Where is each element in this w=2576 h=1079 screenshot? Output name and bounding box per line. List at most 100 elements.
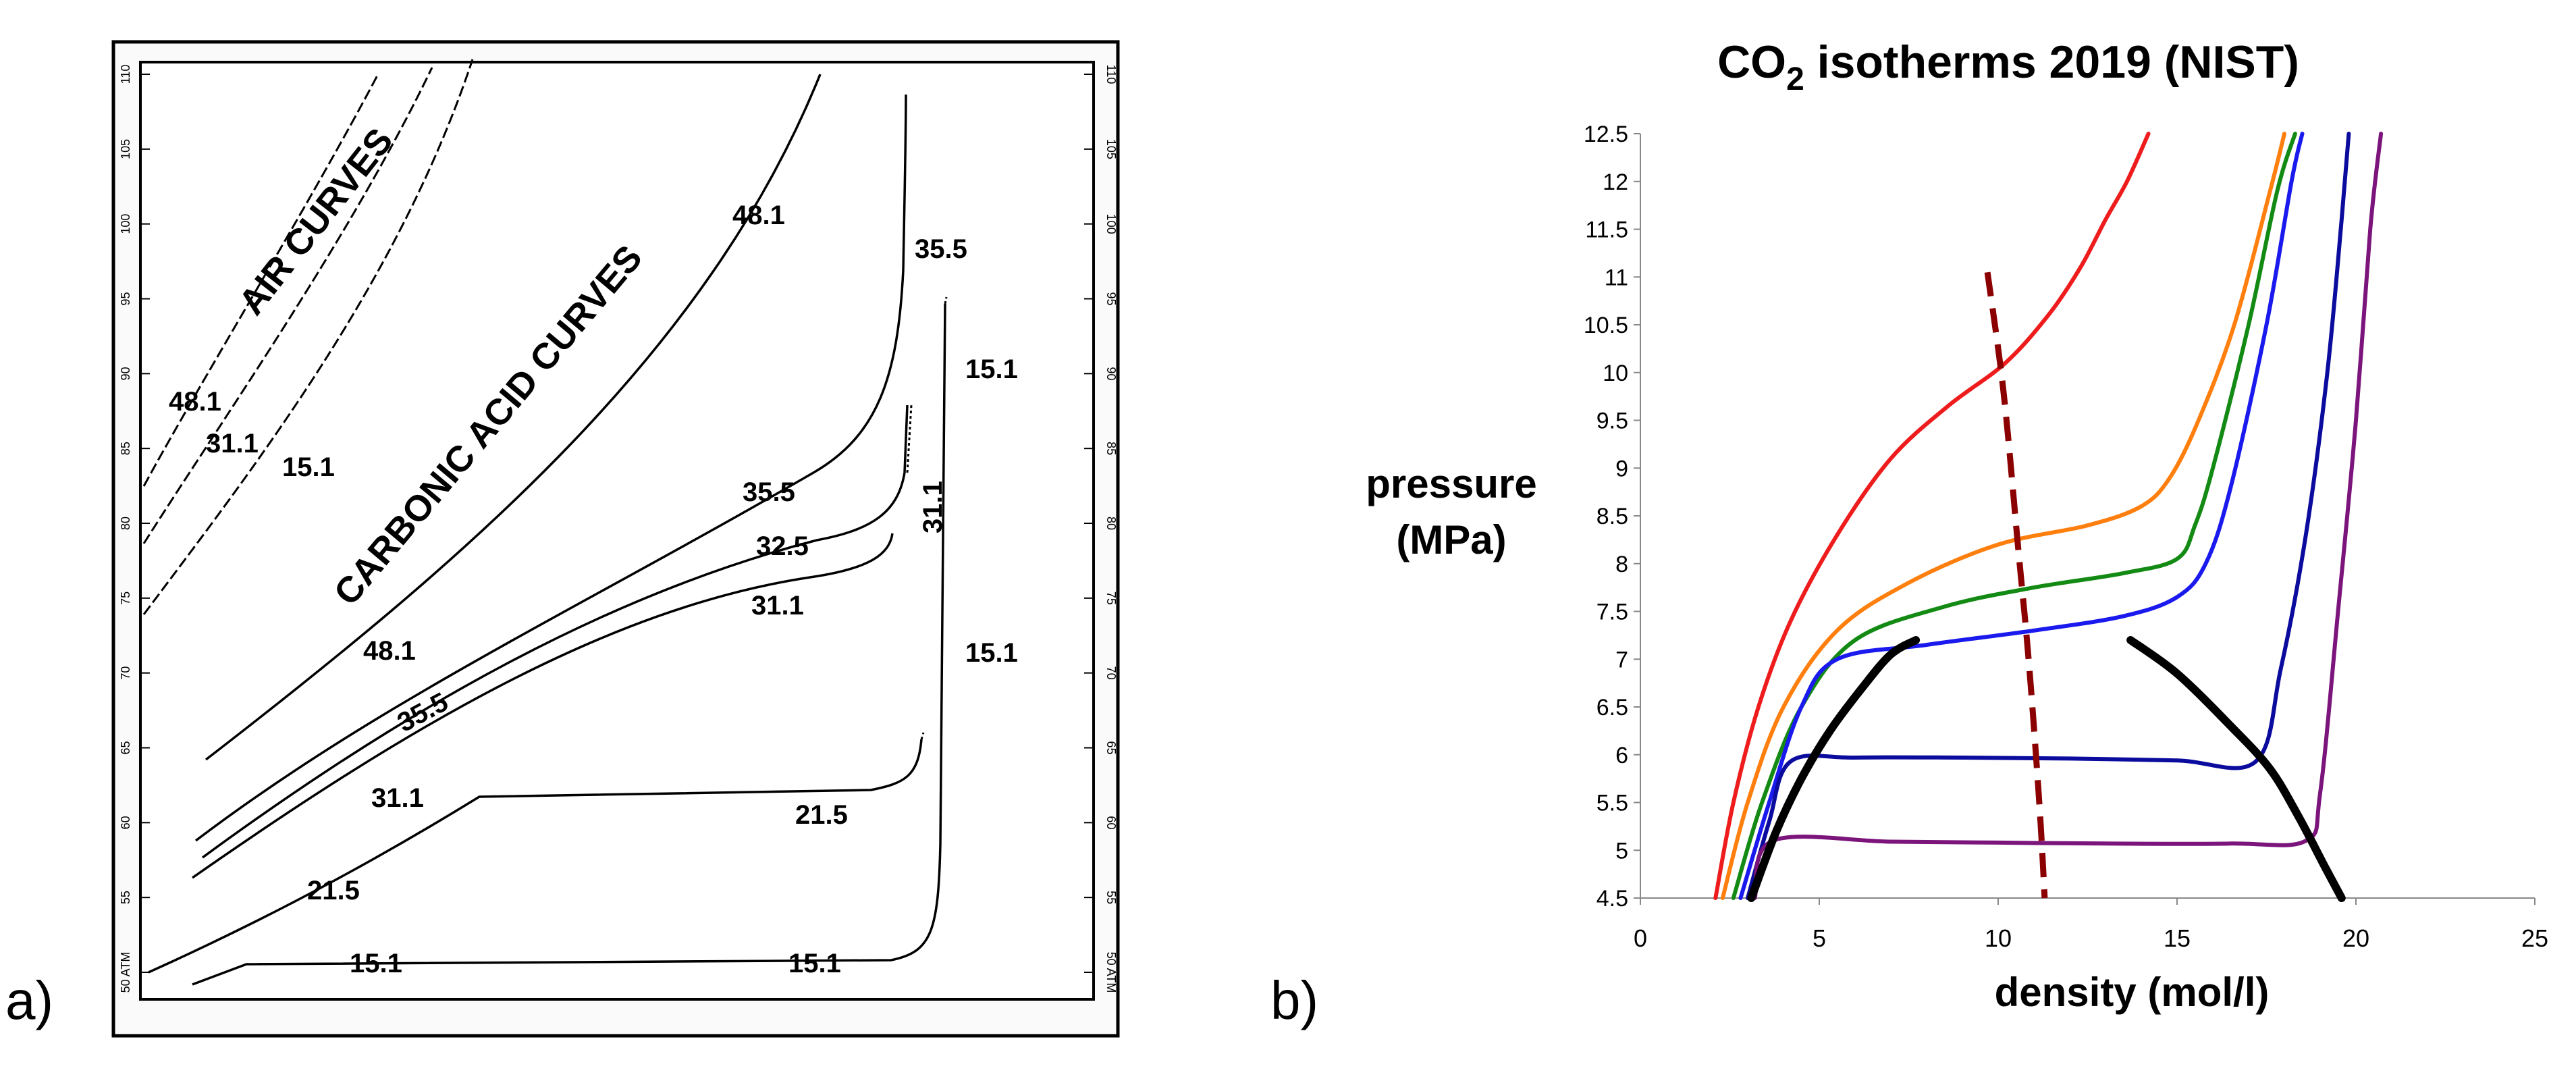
co2-label-21-5-left: 21.5 bbox=[307, 876, 360, 905]
co2-curve-15-1-dotted bbox=[944, 296, 948, 305]
co2-curve-31-1 bbox=[191, 533, 894, 879]
co2-label-35-5-top: 35.5 bbox=[915, 234, 967, 264]
chart-series bbox=[1713, 132, 2384, 902]
right-scale-tick-label: 105 bbox=[1104, 139, 1118, 159]
left-scale-tick-label: 90 bbox=[119, 367, 132, 380]
co2-label-48-1-lower: 48.1 bbox=[363, 636, 416, 666]
co2-label-21-5-right: 21.5 bbox=[795, 800, 848, 830]
left-scale-tick-label: 75 bbox=[119, 591, 132, 605]
co2-curve-15-1 bbox=[192, 303, 946, 986]
left-scale-tick-label: 100 bbox=[119, 214, 132, 234]
panel-a-inner-frame bbox=[139, 61, 1095, 1001]
co2-curve-32-5 bbox=[201, 404, 909, 859]
co2-label-15-1-right-top: 15.1 bbox=[965, 354, 1018, 384]
left-scale-tick-label: 80 bbox=[119, 517, 132, 530]
series-line-coexistence-liquid-branch bbox=[2126, 636, 2346, 902]
co2-label-31-1-vertical: 31.1 bbox=[918, 481, 948, 533]
left-scale-tick-label: 110 bbox=[119, 65, 132, 84]
series-line-critical-density-line bbox=[1984, 271, 2048, 899]
series-line-blue-isotherm bbox=[1738, 132, 2305, 900]
right-scale-tick-label: 55 bbox=[1104, 891, 1118, 904]
y-axis-ticks: 4.5 5 5.5 6 6.5 7 7.5 8 8.5 9 9.5 10 10.5 11 11.5 12 12.… bbox=[1584, 122, 1640, 912]
co2-label-15-1-bottom-right: 15.1 bbox=[788, 949, 841, 978]
series-line-green-isotherm bbox=[1731, 132, 2297, 900]
y-tick-label: 9.5 bbox=[1596, 409, 1628, 434]
y-tick-label: 12.5 bbox=[1584, 122, 1628, 147]
panel-b-nist-chart: CO2 isotherms 2019 (NIST) 0 5 10 15 20 25 4.5… bbox=[1366, 36, 2548, 1015]
left-scale-tick-label: 105 bbox=[119, 139, 132, 159]
series-line-purple-isotherm bbox=[1752, 132, 2384, 900]
y-tick-label: 10.5 bbox=[1584, 313, 1628, 338]
y-tick-label: 7.5 bbox=[1596, 600, 1628, 625]
y-tick-label: 10 bbox=[1603, 361, 1628, 386]
panel-a-historical-plot: 110 105 100 95 90 85 80 75 70 65 60 55 50 ATM 110 105… bbox=[111, 40, 1120, 1038]
right-scale-tick-label: 90 bbox=[1104, 367, 1118, 380]
panel-b-label: b) bbox=[1270, 970, 1319, 1030]
series-line-red-isotherm bbox=[1713, 132, 2151, 900]
y-tick-label: 11 bbox=[1605, 265, 1628, 290]
co2-label-31-1-mid: 31.1 bbox=[751, 591, 804, 621]
y-tick-label: 8 bbox=[1615, 552, 1628, 577]
air-curve-48-1 bbox=[142, 74, 379, 487]
left-scale-tick-label: 65 bbox=[119, 741, 132, 754]
air-curve-15-1 bbox=[142, 59, 474, 615]
co2-label-32-5: 32.5 bbox=[756, 531, 809, 561]
right-scale-tick-label: 100 bbox=[1104, 214, 1118, 234]
air-label-31-1: 31.1 bbox=[206, 429, 259, 458]
panel-a-right-scale: 110 105 100 95 90 85 80 75 70 65 60 55 50 ATM bbox=[1084, 65, 1118, 993]
right-scale-tick-label: 110 bbox=[1104, 65, 1118, 84]
y-tick-label: 8.5 bbox=[1596, 504, 1628, 529]
y-axis-label-line1: pressure bbox=[1366, 461, 1536, 506]
air-label-48-1: 48.1 bbox=[169, 387, 221, 417]
x-tick-label: 10 bbox=[1985, 924, 2012, 952]
left-scale-tick-label: 50 ATM bbox=[119, 952, 132, 993]
left-scale-tick-label: 95 bbox=[119, 292, 132, 305]
co2-curve-21-5-dotted bbox=[920, 732, 925, 740]
y-tick-label: 11.5 bbox=[1585, 217, 1628, 243]
co2-label-48-1-upper: 48.1 bbox=[732, 201, 785, 230]
left-scale-tick-label: 55 bbox=[119, 891, 132, 904]
co2-label-31-1-low: 31.1 bbox=[371, 783, 424, 813]
co2-label-15-1-right-mid: 15.1 bbox=[965, 638, 1018, 668]
right-scale-tick-label: 70 bbox=[1104, 666, 1118, 680]
chart-title: CO2 isotherms 2019 (NIST) bbox=[1717, 36, 2299, 97]
right-scale-tick-label: 65 bbox=[1104, 741, 1118, 754]
y-axis-label-line2: (MPa) bbox=[1396, 517, 1506, 562]
panel-a-left-scale: 110 105 100 95 90 85 80 75 70 65 60 55 50 ATM bbox=[119, 65, 150, 993]
y-tick-label: 6.5 bbox=[1596, 695, 1628, 720]
x-tick-label: 5 bbox=[1813, 924, 1826, 952]
y-tick-label: 6 bbox=[1615, 743, 1628, 768]
x-tick-label: 15 bbox=[2164, 924, 2191, 952]
y-tick-label: 7 bbox=[1615, 647, 1628, 673]
co2-label-35-5-mid: 35.5 bbox=[743, 477, 795, 507]
right-scale-tick-label: 85 bbox=[1104, 442, 1118, 455]
panel-a-label: a) bbox=[5, 970, 54, 1030]
chart-title-subscript: 2 bbox=[1786, 61, 1804, 97]
y-tick-label: 9 bbox=[1615, 456, 1628, 481]
left-scale-tick-label: 60 bbox=[119, 816, 132, 829]
air-label-15-1: 15.1 bbox=[282, 452, 335, 482]
co2-curve-35-5 bbox=[194, 94, 907, 842]
chart-title-main: CO bbox=[1717, 36, 1786, 88]
co2-curve-48-1 bbox=[205, 74, 822, 761]
x-axis-label: density (mol/l) bbox=[1995, 970, 2270, 1015]
y-tick-label: 5.5 bbox=[1596, 791, 1628, 816]
left-scale-tick-label: 70 bbox=[119, 666, 132, 680]
x-tick-label: 20 bbox=[2342, 924, 2369, 952]
x-tick-label: 25 bbox=[2521, 924, 2548, 952]
co2-curve-21-5 bbox=[148, 739, 923, 974]
right-scale-tick-label: 75 bbox=[1104, 591, 1118, 605]
air-curve-31-1 bbox=[142, 67, 433, 544]
right-scale-tick-label: 80 bbox=[1104, 517, 1118, 530]
series-line-navy-isotherm bbox=[1746, 132, 2351, 900]
chart-title-rest: isotherms 2019 (NIST) bbox=[1804, 36, 2299, 88]
right-scale-tick-label: 95 bbox=[1104, 292, 1118, 305]
right-scale-tick-label: 50 ATM bbox=[1104, 952, 1118, 993]
series-line-orange-isotherm bbox=[1720, 132, 2286, 900]
y-tick-label: 4.5 bbox=[1596, 886, 1628, 912]
right-scale-tick-label: 60 bbox=[1104, 816, 1118, 829]
co2-curve-31-1-dotted bbox=[906, 404, 913, 473]
left-scale-tick-label: 85 bbox=[119, 442, 132, 455]
y-tick-label: 12 bbox=[1603, 169, 1628, 195]
series-line-coexistence-gas-branch bbox=[1747, 636, 1921, 902]
